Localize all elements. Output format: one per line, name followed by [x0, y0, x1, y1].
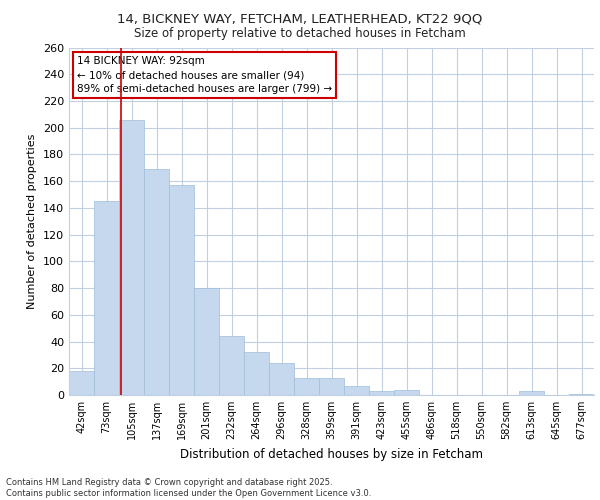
Bar [194, 288, 219, 395]
Bar [244, 352, 269, 395]
Bar [219, 336, 244, 395]
Bar [144, 169, 169, 395]
Bar [119, 120, 144, 395]
Bar [269, 363, 294, 395]
Text: 14, BICKNEY WAY, FETCHAM, LEATHERHEAD, KT22 9QQ: 14, BICKNEY WAY, FETCHAM, LEATHERHEAD, K… [118, 12, 482, 26]
Bar [394, 390, 419, 395]
X-axis label: Distribution of detached houses by size in Fetcham: Distribution of detached houses by size … [180, 448, 483, 460]
Bar [519, 391, 544, 395]
Text: 14 BICKNEY WAY: 92sqm
← 10% of detached houses are smaller (94)
89% of semi-deta: 14 BICKNEY WAY: 92sqm ← 10% of detached … [77, 56, 332, 94]
Y-axis label: Number of detached properties: Number of detached properties [28, 134, 37, 309]
Bar [319, 378, 344, 395]
Bar [69, 371, 94, 395]
Bar [94, 201, 119, 395]
Bar [344, 386, 369, 395]
Text: Contains HM Land Registry data © Crown copyright and database right 2025.
Contai: Contains HM Land Registry data © Crown c… [6, 478, 371, 498]
Bar [294, 378, 319, 395]
Text: Size of property relative to detached houses in Fetcham: Size of property relative to detached ho… [134, 28, 466, 40]
Bar [169, 185, 194, 395]
Bar [369, 391, 394, 395]
Bar [569, 394, 594, 395]
